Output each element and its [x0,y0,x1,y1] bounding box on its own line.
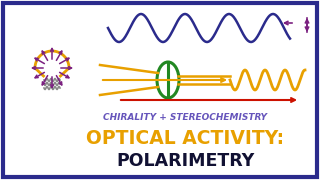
Text: POLARIMETRY: POLARIMETRY [116,152,254,170]
Text: OPTICAL ACTIVITY:: OPTICAL ACTIVITY: [86,129,284,147]
Text: CHIRALITY + STEREOCHEMISTRY: CHIRALITY + STEREOCHEMISTRY [103,114,267,123]
